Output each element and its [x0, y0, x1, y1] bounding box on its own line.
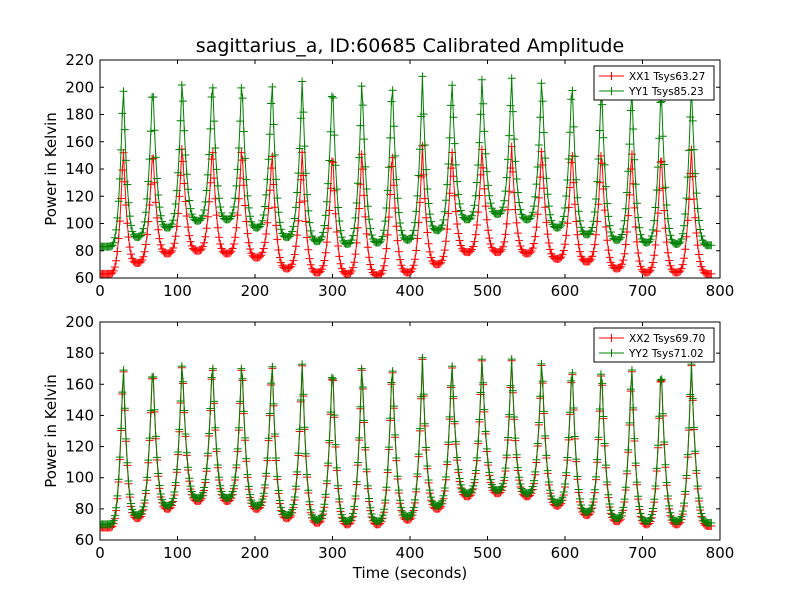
y-tick-label: 100 [65, 215, 94, 233]
x-tick-label: 400 [396, 544, 425, 562]
y-tick-label: 160 [65, 375, 94, 393]
legend-label: XX1 Tsys63.27 [629, 71, 705, 83]
series-markers-1 [100, 141, 716, 278]
legend: XX1 Tsys63.27 YY1 Tsys85.23 [593, 65, 715, 101]
series-line-2 [100, 76, 712, 248]
legend-box [593, 327, 715, 363]
y-tick-label: 80 [75, 500, 94, 518]
x-tick-label: 800 [706, 282, 735, 300]
y-tick-label: 220 [65, 51, 94, 69]
chart-1: 0 100 200 300 400 500 600 700 800 60 80 100 120 140 16… [42, 35, 734, 300]
x-tick-label: 300 [318, 544, 347, 562]
y-tick-label: 160 [65, 133, 94, 151]
y-tick-label: 200 [65, 313, 94, 331]
y-tick-label: 180 [65, 344, 94, 362]
plot-area [100, 353, 716, 532]
x-tick-label: 600 [551, 544, 580, 562]
x-tick-label: 700 [628, 544, 657, 562]
series-line-1 [100, 359, 712, 529]
series-line-2 [100, 357, 712, 525]
x-tick-label: 700 [628, 282, 657, 300]
legend-marker [607, 72, 616, 80]
series-markers-2 [100, 353, 716, 529]
x-tick-label: 0 [95, 282, 105, 300]
x-tick-label: 0 [95, 544, 105, 562]
legend: XX2 Tsys69.70 YY2 Tsys71.02 [593, 327, 715, 363]
x-tick-label: 300 [318, 282, 347, 300]
legend-marker [607, 334, 616, 342]
chart-title: sagittarius_a, ID:60685 Calibrated Ampli… [196, 35, 624, 57]
x-tick-label: 400 [396, 282, 425, 300]
x-tick-label: 500 [473, 544, 502, 562]
y-axis-label: Power in Kelvin [42, 112, 60, 226]
x-tick-label: 200 [241, 544, 270, 562]
y-tick-label: 60 [75, 269, 94, 287]
chart-2: 0 100 200 300 400 500 600 700 800 60 80 100 120 140 16… [42, 313, 734, 582]
x-tick-label: 100 [163, 544, 192, 562]
legend-label: YY2 Tsys71.02 [628, 348, 704, 360]
legend-marker [607, 349, 616, 357]
legend-marker [607, 87, 616, 95]
x-axis-label: Time (seconds) [352, 564, 468, 582]
y-tick-label: 140 [65, 160, 94, 178]
y-tick-label: 140 [65, 406, 94, 424]
y-tick-label: 120 [65, 187, 94, 205]
series-markers-1 [100, 355, 716, 532]
y-tick-label: 200 [65, 78, 94, 96]
series-markers-2 [100, 72, 716, 251]
y-tick-label: 60 [75, 531, 94, 549]
legend-label: XX2 Tsys69.70 [629, 333, 705, 345]
y-tick-label: 180 [65, 106, 94, 124]
y-tick-label: 100 [65, 469, 94, 487]
x-tick-label: 800 [706, 544, 735, 562]
x-tick-label: 100 [163, 282, 192, 300]
legend-box [593, 65, 715, 101]
y-tick-label: 80 [75, 242, 94, 260]
plot-area [100, 72, 716, 278]
x-tick-label: 600 [551, 282, 580, 300]
x-tick-label: 500 [473, 282, 502, 300]
legend-label: YY1 Tsys85.23 [628, 86, 704, 98]
y-axis-label: Power in Kelvin [42, 374, 60, 488]
x-tick-label: 200 [241, 282, 270, 300]
y-tick-label: 120 [65, 438, 94, 456]
